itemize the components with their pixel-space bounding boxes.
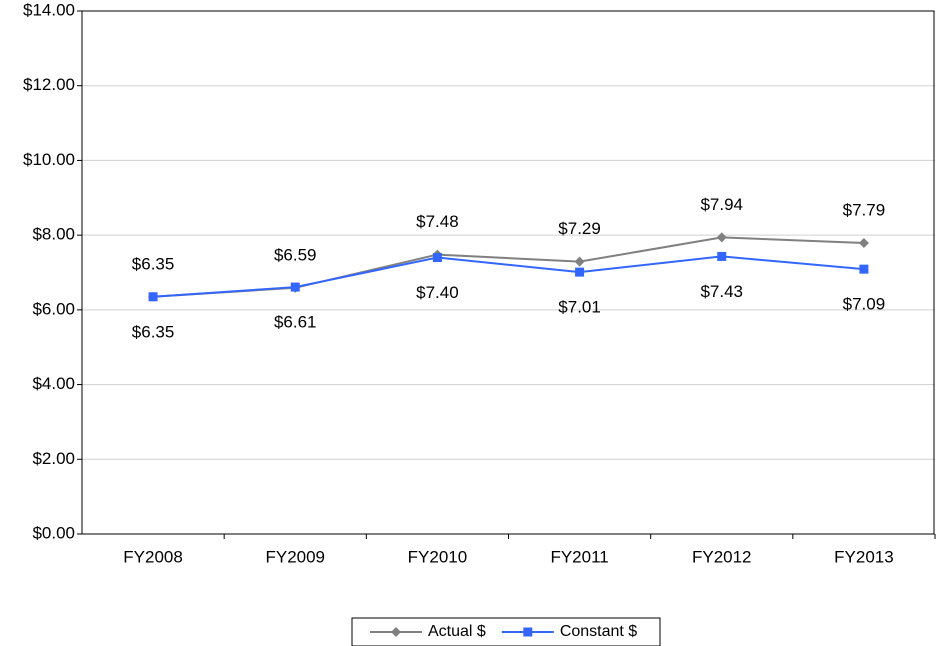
legend-label: Constant $	[560, 623, 637, 640]
data-label: $7.79	[843, 200, 886, 219]
point	[716, 232, 727, 243]
data-label: $7.94	[700, 195, 743, 214]
point	[575, 267, 585, 277]
data-label: $6.35	[132, 322, 175, 341]
y-tick-label: $12.00	[23, 75, 75, 94]
data-label: $6.35	[132, 254, 175, 273]
x-tick-label: FY2009	[265, 547, 325, 566]
x-tick-label: FY2011	[550, 547, 608, 566]
plot-frame	[81, 10, 935, 535]
data-label: $7.43	[700, 282, 743, 301]
line	[153, 255, 865, 298]
x-tick-label: FY2013	[834, 547, 894, 566]
y-tick-label: $2.00	[32, 449, 75, 468]
data-label: $6.59	[274, 245, 317, 264]
legend-marker	[391, 627, 401, 637]
data-label: $7.40	[416, 283, 459, 302]
x-tick-label: FY2012	[692, 547, 752, 566]
y-tick-label: $4.00	[32, 374, 75, 393]
x-tick-label: FY2008	[123, 547, 183, 566]
point	[574, 256, 585, 267]
data-label: $7.48	[416, 212, 459, 231]
data-label: $7.01	[558, 298, 601, 317]
line	[153, 236, 864, 298]
y-tick-label: $8.00	[32, 225, 75, 244]
data-label: $7.09	[843, 295, 886, 314]
point	[290, 282, 300, 292]
y-tick-label: $14.00	[23, 0, 75, 19]
x-tick-label: FY2010	[408, 547, 468, 566]
y-tick-label: $0.00	[32, 523, 75, 542]
y-tick-label: $6.00	[32, 299, 75, 318]
legend-label: Actual $	[428, 623, 486, 640]
point	[858, 237, 869, 248]
legend-marker	[523, 627, 533, 637]
data-label: $6.61	[274, 313, 317, 332]
data-label: $7.29	[558, 219, 601, 238]
point	[859, 264, 869, 274]
point	[432, 253, 442, 263]
point	[148, 292, 158, 302]
point	[717, 251, 727, 261]
y-tick-label: $10.00	[23, 150, 75, 169]
